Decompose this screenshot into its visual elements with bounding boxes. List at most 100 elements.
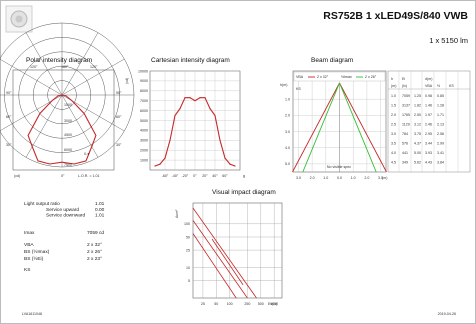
cartesian-xtick-label: 40° — [212, 174, 218, 178]
beam-table-cell: 784 — [402, 132, 408, 136]
beam-table-cell: 3.41 — [437, 151, 444, 155]
beam-table-unit: VBA — [425, 84, 433, 88]
luminous-flux: 1 x 5150 lm — [429, 36, 468, 45]
visual-xtick-label: 1000 — [270, 302, 278, 306]
polar-ring-3000: 3000 — [64, 119, 72, 123]
imax-label: Imax — [24, 230, 35, 236]
beam-ytick-label: 1.0 — [285, 98, 290, 102]
photometric-info: Light output ratio 1.01 Service upward 0.00… — [24, 201, 105, 273]
beam-table-cell: 349 — [402, 161, 408, 165]
beam-xtick-label: 3.0 — [296, 176, 301, 180]
cartesian-xtick-label: -60° — [162, 174, 169, 178]
beam-table-cell: 2.56 — [437, 132, 444, 136]
beam-table-body: 1.0 7059 1.25 0.98 0.85 1.5 3137 1.82 1.46 1.28 2.… — [391, 94, 444, 165]
cartesian-xtick-label: -40° — [172, 174, 179, 178]
info-row-value: 1.01 — [95, 201, 105, 207]
polar-marker: 0-● — [84, 152, 89, 156]
beam-legend-green-label: 2 x 26° — [365, 75, 377, 79]
beam-table-cell: 2.50 — [414, 113, 421, 117]
visual-xtick-label: 500 — [258, 302, 264, 306]
beam-y-ticks: 1.0 2.0 3.0 4.0 5.0 — [285, 98, 290, 167]
beam-xlabel: (m) — [382, 176, 387, 180]
beam-table-units: (m) (lx) VBA ½ KS — [391, 84, 454, 88]
polar-ring-7500: 7500 — [64, 163, 72, 167]
beam-table: h Ei d(m) (m) (lx) VBA ½ KS 1.0 7059 1.25 0.98 0… — [387, 70, 471, 173]
visual-xtick-label: 100 — [227, 302, 233, 306]
beam-table-cell: 2.5 — [391, 123, 396, 127]
cartesian-x-ticks: -60° -40° -20° 0° 20° 40° 60° — [162, 174, 229, 178]
beam-table-cell: 7059 — [402, 94, 410, 98]
beam-xtick-label: 0.0 — [337, 176, 342, 180]
beam-table-cell: 0.98 — [425, 94, 432, 98]
cartesian-ytick-label: 2000 — [140, 149, 148, 153]
beam-xtick-label: 1.0 — [351, 176, 356, 180]
beam-table-cell: 576 — [402, 142, 408, 146]
beam-table-cell: 1.0 — [391, 94, 396, 98]
beam-legend-half-label: ½Imax — [341, 75, 352, 79]
info-row-label: Service upward — [46, 207, 79, 213]
beam-half-imax-edge — [339, 82, 377, 173]
cartesian-ylabel: (cd) — [125, 78, 129, 84]
polar-spoke-150 — [61, 32, 99, 96]
cartesian-ytick-label: 10000 — [138, 69, 148, 73]
cartesian-y-ticks: 1000 2000 3000 4000 5000 6000 7000 8000 9000 1000… — [138, 69, 148, 162]
visual-plot-area — [192, 202, 283, 299]
polar-left-90: 90° — [6, 91, 12, 95]
cartesian-ytick-label: 4000 — [140, 129, 148, 133]
visual-diagonal-line — [192, 220, 248, 299]
beam-x-ticks: 3.0 2.0 1.0 0.0 1.0 2.0 3.0 — [296, 176, 383, 180]
cartesian-ytick-label: 7000 — [140, 99, 148, 103]
beam-table-cell: 3.84 — [437, 161, 444, 165]
info-beam-label: BS (½Ei) — [24, 255, 44, 262]
beam-ks-label: KS — [296, 87, 301, 91]
beam-table-cell: 4.0 — [391, 151, 396, 155]
beam-table-cell: 3.0 — [391, 132, 396, 136]
cartesian-title: Cartesian intensity diagram — [151, 57, 230, 64]
imax-value: 7059 cd — [87, 230, 104, 236]
beam-half-imax-edge — [302, 82, 340, 173]
beam-table-cell: 0.85 — [437, 94, 444, 98]
visual-ytick-label: 100 — [184, 222, 190, 226]
visual-ytick-label: 10 — [186, 266, 190, 270]
beam-table-cell: 3.93 — [425, 151, 432, 155]
beam-table-lines — [388, 71, 470, 172]
polar-spoke-120 — [61, 58, 125, 96]
info-ks: KS — [24, 267, 30, 273]
visual-y-ticks: 100 50 25 10 5 — [184, 222, 190, 283]
beam-table-header-h: h — [391, 77, 393, 81]
beam-vba-edge — [292, 82, 340, 173]
beam-xtick-label: 2.0 — [364, 176, 369, 180]
cartesian-ytick-label: 1000 — [140, 158, 148, 162]
visual-diagonal-line — [192, 233, 237, 299]
beam-table-cell: 1129 — [402, 123, 410, 127]
cartesian-series-line — [154, 97, 236, 167]
beam-legend-vba: VBA — [296, 75, 304, 79]
visual-ylabel: Acm² — [175, 209, 179, 218]
beam-ytick-label: 2.0 — [285, 114, 290, 118]
beam-legend-red-label: 2 x 32° — [317, 75, 329, 79]
beam-table-header-d: d(m) — [425, 77, 432, 81]
info-row-label: Service downward — [46, 213, 86, 219]
beam-diagram: Beam diagram h(m) VBA 2 x 32° ½Imax 2 x … — [280, 57, 471, 180]
polar-left-60: 60° — [6, 115, 12, 119]
beam-table-cell: 3.44 — [425, 142, 432, 146]
beam-cone-lines — [292, 82, 387, 173]
visual-xtick-label: 25 — [201, 302, 205, 306]
visual-lines — [192, 207, 257, 299]
polar-ring-1500: 1500 — [64, 103, 72, 107]
polar-right-30: 30° — [116, 143, 122, 147]
footer-date: 2019-04-26 — [438, 312, 456, 316]
beam-table-unit: (m) — [391, 84, 396, 88]
beam-ytick-label: 4.0 — [285, 146, 290, 150]
visual-diagonal-line — [192, 207, 257, 299]
visual-ytick-label: 50 — [186, 235, 190, 239]
beam-table-cell: 4.37 — [414, 142, 421, 146]
cartesian-xtick-label: 0° — [193, 174, 197, 178]
beam-xtick-label: 3.0 — [378, 176, 383, 180]
beam-table-unit: KS — [449, 84, 454, 88]
beam-table-header-ei: Ei — [402, 77, 405, 81]
cartesian-xtick-label: 60° — [222, 174, 228, 178]
beam-table-cell: 1.82 — [414, 104, 421, 108]
cartesian-diagram: Cartesian intensity diagram (cd) 1000 200… — [125, 57, 245, 178]
visual-xtick-label: 50 — [214, 302, 218, 306]
